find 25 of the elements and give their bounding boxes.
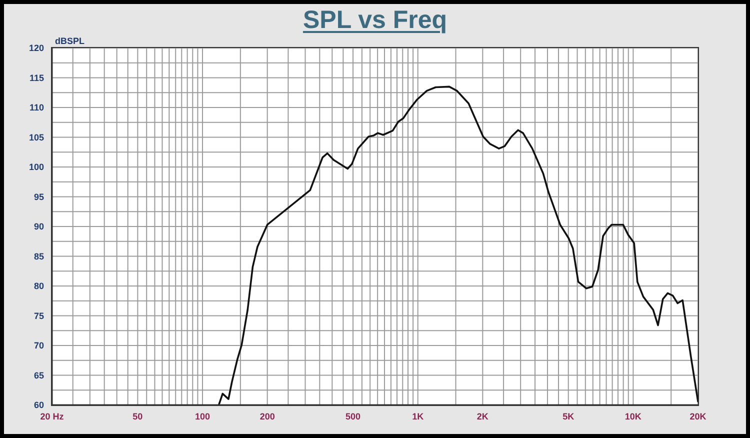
- y-tick-label: 70: [34, 340, 44, 351]
- y-tick-label: 90: [34, 222, 44, 232]
- x-tick-label: 200: [260, 411, 275, 422]
- y-tick-label: 100: [28, 162, 44, 172]
- y-tick-label: 65: [34, 370, 44, 380]
- x-tick-label: 2K: [476, 411, 489, 422]
- x-tick-label: 20K: [690, 411, 707, 422]
- y-tick-label: 120: [28, 43, 44, 54]
- y-tick-label: 75: [34, 310, 44, 321]
- x-tick-label: 1K: [412, 411, 424, 422]
- chart-title: SPL vs Freq: [302, 6, 448, 34]
- y-tick-label: 110: [29, 102, 44, 113]
- x-tick-label: 100: [194, 411, 210, 422]
- y-tick-label: 60: [34, 400, 44, 410]
- y-tick-label: 85: [34, 251, 44, 262]
- y-tick-label: 115: [29, 72, 44, 83]
- y-tick-label: 105: [28, 132, 44, 142]
- y-tick-label: 95: [34, 192, 44, 202]
- x-tick-label: 20 Hz: [40, 411, 64, 422]
- y-tick-label: 80: [34, 281, 44, 292]
- x-tick-label: 50: [132, 411, 143, 422]
- x-tick-label: 500: [346, 411, 361, 422]
- x-tick-label: 5K: [562, 411, 575, 422]
- y-axis-title: dBSPL: [55, 36, 85, 46]
- x-tick-label: 10K: [624, 411, 642, 422]
